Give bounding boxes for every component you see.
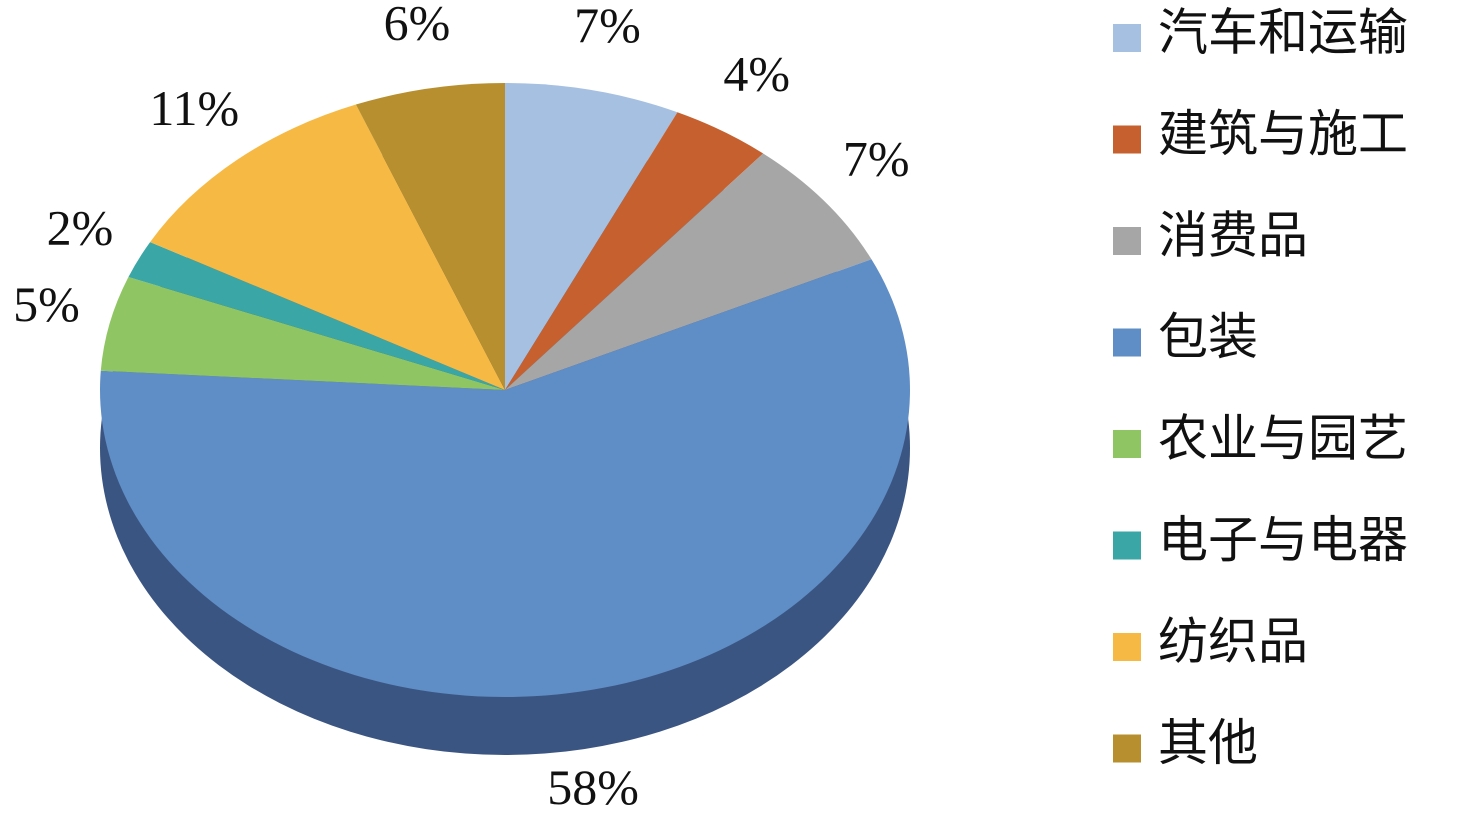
- pie-slice: [505, 83, 678, 390]
- legend-label: 纺织品: [1158, 613, 1308, 669]
- pie-slice: [128, 242, 505, 390]
- pie-slice: [355, 83, 505, 390]
- legend-label: 包装: [1158, 309, 1258, 365]
- legend-swatch: [1113, 430, 1141, 458]
- legend-swatch: [1113, 227, 1141, 255]
- pie-slice: [100, 276, 506, 390]
- data-label: 7%: [574, 0, 641, 53]
- legend-label: 消费品: [1158, 207, 1308, 263]
- data-label: 2%: [47, 200, 114, 256]
- legend-swatch: [1113, 531, 1141, 560]
- legend-swatch: [1113, 24, 1141, 52]
- data-label: 6%: [384, 0, 451, 51]
- legend-label: 汽车和运输: [1158, 4, 1408, 60]
- legend-label: 农业与园艺: [1158, 410, 1408, 466]
- legend-swatch: [1113, 328, 1141, 357]
- legend-label: 建筑与施工: [1158, 106, 1408, 162]
- legend-swatch: [1113, 633, 1141, 661]
- pie-slice: [505, 153, 872, 390]
- data-label: 11%: [149, 80, 239, 136]
- legend-label: 电子与电器: [1158, 512, 1408, 568]
- legend-swatch: [1113, 734, 1141, 763]
- data-label: 7%: [843, 131, 910, 187]
- pie-slice: [505, 112, 764, 391]
- data-label: 58%: [547, 759, 639, 815]
- pie-slice: [150, 104, 505, 390]
- legend-label: 其他: [1158, 715, 1258, 771]
- data-label: 5%: [13, 276, 80, 332]
- data-label: 4%: [723, 45, 790, 101]
- pie-slice: [100, 259, 910, 697]
- legend-swatch: [1113, 125, 1141, 154]
